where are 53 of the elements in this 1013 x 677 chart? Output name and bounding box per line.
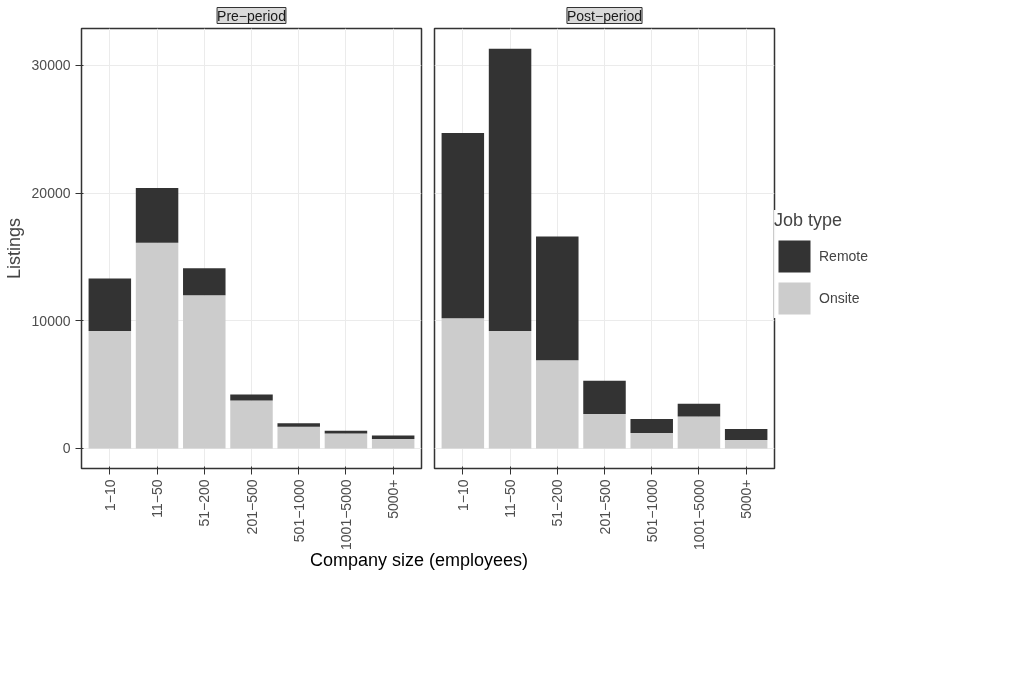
legend-label: Remote <box>819 248 869 264</box>
bar <box>488 330 532 449</box>
bar <box>536 236 579 361</box>
chart-title: Pre−period <box>217 7 286 24</box>
y-tick-label: 20000 <box>31 185 71 202</box>
bar <box>135 242 179 449</box>
x-tick-label: 501−1000 <box>290 479 307 543</box>
legend-label: Onsite <box>819 290 860 306</box>
bar <box>724 440 768 449</box>
bar <box>324 433 368 449</box>
bar <box>183 295 226 449</box>
bar <box>630 419 673 434</box>
y-tick-label: 10000 <box>31 312 71 329</box>
bar <box>677 416 721 449</box>
y-tick-label: 0 <box>62 440 71 457</box>
x-tick-label: 1001−5000 <box>690 479 707 550</box>
bar <box>277 426 320 449</box>
x-tick-label: 1−10 <box>101 479 118 512</box>
x-tick-label: 11−50 <box>149 479 166 518</box>
x-tick-label: 51−200 <box>549 479 566 527</box>
legend-title: Job type <box>774 210 844 231</box>
bar <box>583 380 626 414</box>
x-tick-label: 201−500 <box>596 479 613 535</box>
chart-title: Post−period <box>566 7 643 24</box>
bar <box>88 278 132 331</box>
bar <box>536 360 579 449</box>
bar <box>630 433 673 449</box>
bar <box>583 413 626 449</box>
bar <box>324 430 368 434</box>
x-axis-title: Company size (employees) <box>310 549 529 572</box>
x-tick-label: 1001−5000 <box>337 479 354 550</box>
bar <box>441 318 485 449</box>
x-tick-label: 1−10 <box>454 479 471 512</box>
bar <box>230 400 273 449</box>
x-tick-label: 201−500 <box>243 479 260 535</box>
bar <box>135 187 179 243</box>
bar <box>371 435 415 440</box>
bar <box>277 423 320 427</box>
bar <box>488 48 532 331</box>
x-tick-label: 501−1000 <box>643 479 660 543</box>
bar <box>88 330 132 449</box>
y-axis-title: Listings <box>3 217 24 280</box>
x-tick-label: 51−200 <box>196 479 213 527</box>
bar <box>724 428 768 441</box>
x-tick-label: 11−50 <box>502 479 519 518</box>
bar <box>230 394 273 401</box>
bar <box>371 439 415 449</box>
y-tick-label: 30000 <box>31 57 71 74</box>
bar <box>183 268 226 296</box>
bar <box>677 403 721 417</box>
bar <box>441 132 485 319</box>
x-tick-label: 5000+ <box>738 479 755 519</box>
x-tick-label: 5000+ <box>385 479 402 519</box>
